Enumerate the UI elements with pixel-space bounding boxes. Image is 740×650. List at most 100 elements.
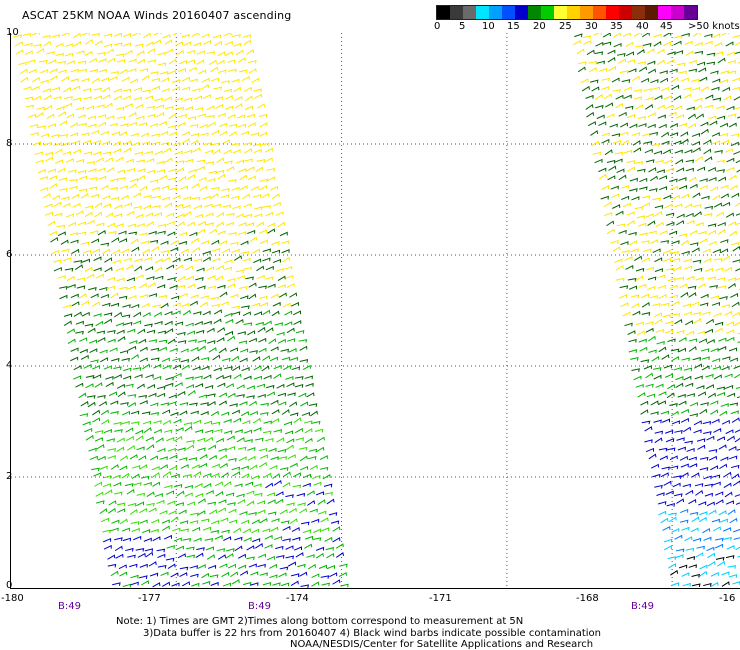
footnote-credit: NOAA/NESDIS/Center for Satellite Applica… (290, 639, 594, 650)
wind-barb (667, 383, 676, 390)
wind-barb (214, 96, 224, 101)
wind-barb (650, 79, 659, 84)
wind-barb (123, 33, 132, 38)
wind-barb (715, 267, 724, 272)
wind-barb (248, 68, 257, 74)
wind-barb (338, 572, 347, 578)
wind-barb (142, 529, 151, 534)
wind-barb (119, 286, 128, 291)
wind-barb (155, 275, 164, 280)
wind-barb (246, 500, 255, 507)
wind-barb (615, 102, 624, 109)
wind-barb (678, 347, 687, 353)
wind-barb (644, 148, 653, 154)
wind-barb (671, 84, 680, 90)
wind-barb (100, 409, 109, 416)
wind-barb (588, 67, 597, 73)
wind-barb (133, 320, 142, 325)
wind-barb (66, 60, 75, 65)
wind-barb (196, 547, 205, 551)
wind-barb (731, 417, 740, 423)
wind-barb (691, 583, 701, 587)
wind-barb (193, 419, 202, 424)
wind-barb (654, 268, 664, 272)
wind-barb (282, 538, 291, 542)
wind-barb (287, 392, 296, 397)
wind-barb (163, 429, 173, 434)
wind-barb (210, 581, 219, 586)
wind-barb (179, 520, 189, 524)
wind-barb (733, 373, 740, 379)
wind-barb (632, 310, 641, 316)
wind-barb (730, 410, 739, 415)
wind-barb (72, 85, 81, 91)
wind-barb (116, 383, 125, 389)
wind-barb (253, 375, 263, 380)
wind-barb (282, 471, 291, 478)
wind-barb (653, 374, 662, 380)
wind-barb (70, 356, 79, 362)
wind-barb (259, 131, 268, 137)
wind-barb (604, 212, 613, 217)
wind-barb (240, 240, 249, 246)
wind-barb (621, 184, 630, 189)
wind-barb (641, 240, 650, 244)
wind-barb (213, 86, 222, 91)
legend-label: 15 (507, 21, 520, 32)
wind-barb (619, 122, 628, 128)
wind-barb (204, 538, 214, 542)
wind-barb (203, 142, 212, 146)
wind-barb (273, 479, 282, 486)
wind-barb (247, 229, 256, 235)
wind-barb (124, 202, 133, 207)
wind-barb (111, 131, 121, 136)
wind-barb (246, 490, 255, 495)
wind-barb (64, 267, 74, 272)
wind-barb (264, 157, 273, 163)
wind-barb (638, 66, 647, 72)
wind-barb (224, 40, 233, 46)
wind-barb (683, 311, 692, 316)
wind-barb (726, 105, 735, 111)
wind-barb (238, 168, 247, 173)
wind-barb (42, 193, 51, 199)
wind-barb (304, 535, 314, 540)
wind-barb (263, 472, 272, 478)
wind-barb (253, 311, 262, 316)
wind-barb (36, 47, 45, 54)
wind-barb (683, 367, 693, 372)
wind-barb (224, 312, 233, 317)
wind-barb (281, 240, 290, 245)
wind-barb (660, 77, 669, 83)
wind-barb (256, 158, 266, 163)
wind-barb (727, 392, 736, 398)
wind-barb (251, 475, 260, 480)
wind-barb (51, 34, 60, 38)
wind-barb (714, 41, 723, 47)
wind-barb (185, 376, 194, 381)
wind-barb (172, 364, 182, 370)
wind-barb (178, 240, 187, 245)
wind-barb (598, 167, 607, 173)
wind-barb (145, 212, 154, 218)
wind-barb (282, 525, 291, 531)
wind-barb (248, 512, 257, 516)
wind-barb (88, 287, 97, 291)
wind-barb (225, 383, 234, 389)
wind-barb (290, 573, 300, 577)
wind-barb (175, 502, 185, 506)
wind-barb (135, 429, 144, 435)
wind-barb (125, 383, 134, 388)
wind-barb (668, 512, 677, 517)
wind-barb (73, 375, 82, 380)
wind-barb (66, 328, 75, 334)
wind-barb (718, 510, 727, 516)
wind-barb (208, 347, 217, 353)
wind-barb (683, 375, 692, 381)
legend-label: 10 (482, 21, 495, 32)
wind-barb (251, 519, 260, 525)
wind-barb (93, 267, 102, 272)
wind-barb (112, 248, 121, 255)
wind-barb (701, 365, 710, 371)
wind-barb (135, 213, 144, 219)
